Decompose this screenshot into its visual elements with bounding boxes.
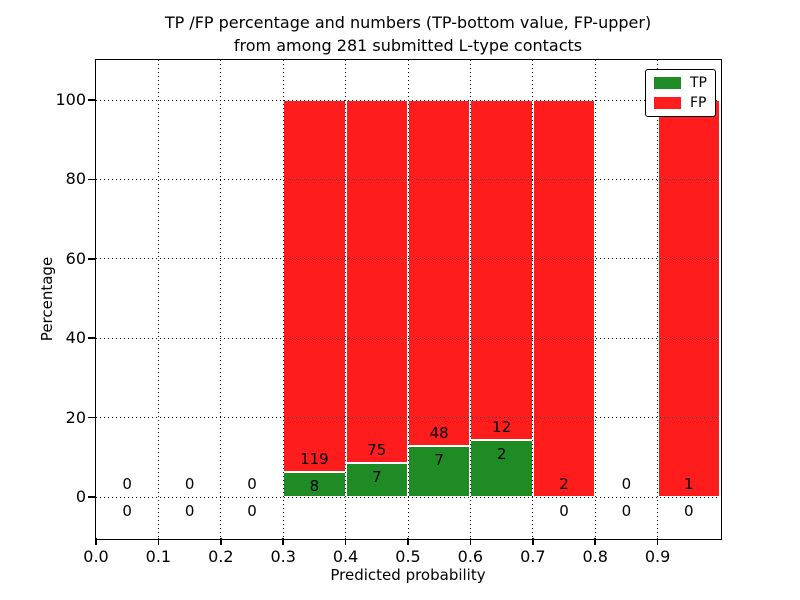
x-tick-mark	[157, 538, 160, 545]
tp-count-label: 7	[434, 451, 444, 470]
fp-swatch-icon	[654, 97, 681, 109]
y-tick-mark	[88, 337, 96, 339]
legend-label: TP	[690, 75, 707, 91]
x-tick-mark	[594, 538, 596, 545]
x-tick-mark	[532, 538, 534, 545]
bar-segment-tp	[283, 471, 346, 497]
chart-title-line2: from among 281 submitted L-type contacts	[233, 36, 583, 55]
gridline-vertical	[157, 60, 159, 538]
bar-segment-tp	[408, 446, 471, 497]
x-tick-label: 0.4	[332, 547, 359, 566]
x-tick-label: 0.7	[520, 547, 546, 566]
fp-count-label: 0	[621, 475, 632, 493]
fp-count-label: 2	[559, 475, 569, 493]
bar-segment-fp	[408, 100, 471, 447]
x-tick-label: 0.1	[145, 547, 172, 566]
gridline-vertical	[532, 60, 534, 538]
grid-layer	[96, 60, 720, 538]
chart-title: TP /FP percentage and numbers (TP-bottom…	[96, 11, 720, 57]
tp-count-label: 0	[247, 502, 257, 520]
y-tick-label: 100	[55, 90, 86, 109]
y-tick-label: 80	[65, 169, 86, 189]
legend: TP FP	[645, 69, 716, 117]
fp-count-label: 0	[247, 475, 257, 493]
x-tick-label: 0.3	[270, 547, 296, 566]
fp-count-label: 48	[429, 424, 449, 443]
tp-count-label: 0	[621, 502, 632, 520]
tp-count-label: 7	[372, 468, 382, 487]
x-axis-label: Predicted probability	[330, 566, 486, 584]
tp-count-label: 0	[122, 502, 132, 520]
y-tick-mark	[88, 258, 96, 260]
gridline-vertical	[345, 60, 347, 538]
x-tick-label: 0.2	[208, 547, 234, 566]
fp-count-label: 1	[684, 475, 694, 493]
fp-count-label: 12	[492, 418, 512, 437]
x-tick-mark	[220, 538, 222, 545]
tp-count-label: 0	[184, 502, 195, 520]
x-tick-mark	[407, 538, 409, 545]
fp-count-label: 75	[367, 441, 387, 460]
plot-area: 0 0 0 0 0 0 119 8 75 7 48 7 12 2 2 0 0 0 1 0 0 20 40 60 80 100 0.…	[55, 58, 722, 566]
y-tick-label: 20	[65, 407, 86, 427]
axes-ticks-layer: 0 20 40 60 80 100 0.0 0.1 0.2 0.3 0.4 0.5 0.6 0.7 0.8 0…	[55, 60, 720, 566]
y-tick-label: 40	[65, 328, 86, 348]
x-tick-mark	[469, 538, 472, 545]
tp-count-label: 2	[496, 445, 507, 464]
x-tick-label: 0.5	[395, 547, 421, 566]
bars-layer	[96, 60, 720, 538]
tp-count-label: 0	[559, 502, 569, 520]
bar-segment-fp	[345, 100, 408, 464]
legend-item-fp: FP	[654, 96, 707, 110]
legend-label: FP	[690, 95, 707, 111]
gridline-vertical	[407, 60, 409, 538]
gridline-vertical	[469, 60, 471, 538]
chart-title-line1: TP /FP percentage and numbers (TP-bottom…	[164, 13, 652, 32]
gridline-vertical	[220, 60, 222, 538]
y-tick-label: 60	[65, 248, 86, 268]
y-tick-mark	[88, 178, 96, 181]
tp-swatch-icon	[654, 77, 681, 89]
y-tick-label: 0	[75, 487, 86, 506]
x-tick-mark	[282, 538, 284, 545]
x-tick-label: 0.6	[457, 547, 484, 566]
bar-segment-tp	[470, 440, 533, 497]
x-tick-mark	[344, 538, 347, 545]
y-tick-mark	[88, 99, 96, 101]
bar-labels-layer: 0 0 0 0 0 0 119 8 75 7 48 7 12 2 2 0 0 0 1 0	[96, 60, 720, 538]
legend-item-tp: TP	[654, 76, 707, 90]
gridline-vertical	[594, 60, 596, 538]
y-tick-mark	[88, 496, 96, 498]
x-tick-label: 0.0	[83, 547, 109, 566]
gridline-vertical	[657, 60, 659, 538]
x-tick-label: 0.9	[644, 547, 671, 566]
bar-segment-fp	[283, 100, 346, 472]
bar-segment-fp	[532, 100, 596, 497]
fp-count-label: 0	[184, 475, 195, 493]
x-tick-mark	[95, 538, 97, 545]
y-tick-mark	[88, 416, 96, 419]
x-tick-mark	[656, 538, 659, 545]
fp-count-label: 0	[122, 475, 132, 493]
bar-segment-tp	[345, 463, 408, 497]
tp-count-label: 8	[309, 476, 320, 495]
bar-segment-fp	[470, 100, 533, 441]
gridline-vertical	[282, 60, 284, 538]
x-tick-label: 0.8	[582, 547, 608, 566]
tp-count-label: 0	[684, 502, 694, 520]
bar-segment-fp	[657, 100, 720, 497]
fp-count-label: 119	[300, 449, 329, 468]
